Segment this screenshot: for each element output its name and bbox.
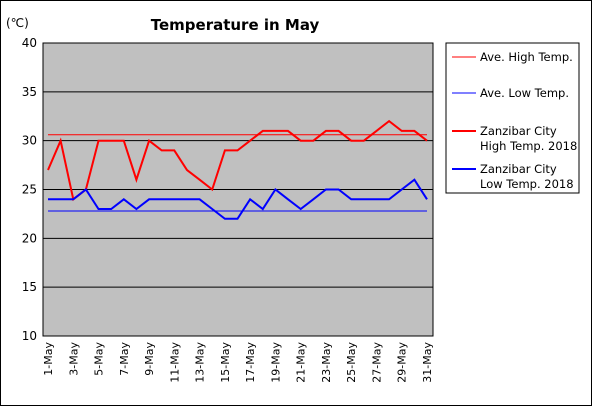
- x-tick-label: 13-May: [194, 342, 207, 383]
- x-axis: 1-May 3-May 5-May 7-May 9-May 11-May 13-May 15-…: [42, 342, 434, 383]
- unit-label: (℃): [6, 16, 29, 30]
- x-tick-label: 19-May: [269, 342, 282, 383]
- y-tick-label: 10: [22, 329, 37, 343]
- legend-label: High Temp. 2018: [480, 139, 577, 153]
- x-tick-label: 17-May: [244, 342, 257, 383]
- y-tick-label: 40: [22, 36, 37, 50]
- x-tick-label: 11-May: [168, 342, 181, 383]
- x-tick-label: 23-May: [320, 342, 333, 383]
- legend-label: Ave. High Temp.: [480, 50, 573, 64]
- series-line-3: [48, 178, 428, 220]
- series-lines: [47, 119, 428, 220]
- y-tick-label: 30: [22, 134, 37, 148]
- x-tick-label: 29-May: [396, 342, 409, 383]
- x-tick-label: 5-May: [93, 342, 106, 376]
- legend-label: Zanzibar City: [480, 162, 557, 176]
- x-tick-label: 31-May: [421, 342, 434, 383]
- legend: Ave. High Temp. Ave. Low Temp. Zanzibar Ci…: [452, 50, 577, 191]
- y-axis: 10 15 20 25 30 35 40: [22, 36, 37, 343]
- x-tick-label: 9-May: [143, 342, 156, 376]
- x-tick-label: 15-May: [219, 342, 232, 383]
- x-tick-label: 3-May: [67, 342, 80, 376]
- legend-label: Ave. Low Temp.: [480, 86, 569, 100]
- x-tick-label: 21-May: [295, 342, 308, 383]
- x-tick-label: 25-May: [345, 342, 358, 383]
- x-tick-label: 7-May: [118, 342, 131, 376]
- x-tick-label: 1-May: [42, 342, 55, 376]
- x-tick-label: 27-May: [370, 342, 383, 383]
- y-tick-label: 35: [22, 85, 37, 99]
- y-tick-label: 15: [22, 280, 37, 294]
- y-tick-label: 20: [22, 231, 37, 245]
- y-tick-label: 25: [22, 183, 37, 197]
- legend-label: Low Temp. 2018: [480, 177, 574, 191]
- series-line-2: [47, 119, 428, 202]
- legend-label: Zanzibar City: [480, 124, 557, 138]
- chart-title: Temperature in May: [151, 16, 320, 34]
